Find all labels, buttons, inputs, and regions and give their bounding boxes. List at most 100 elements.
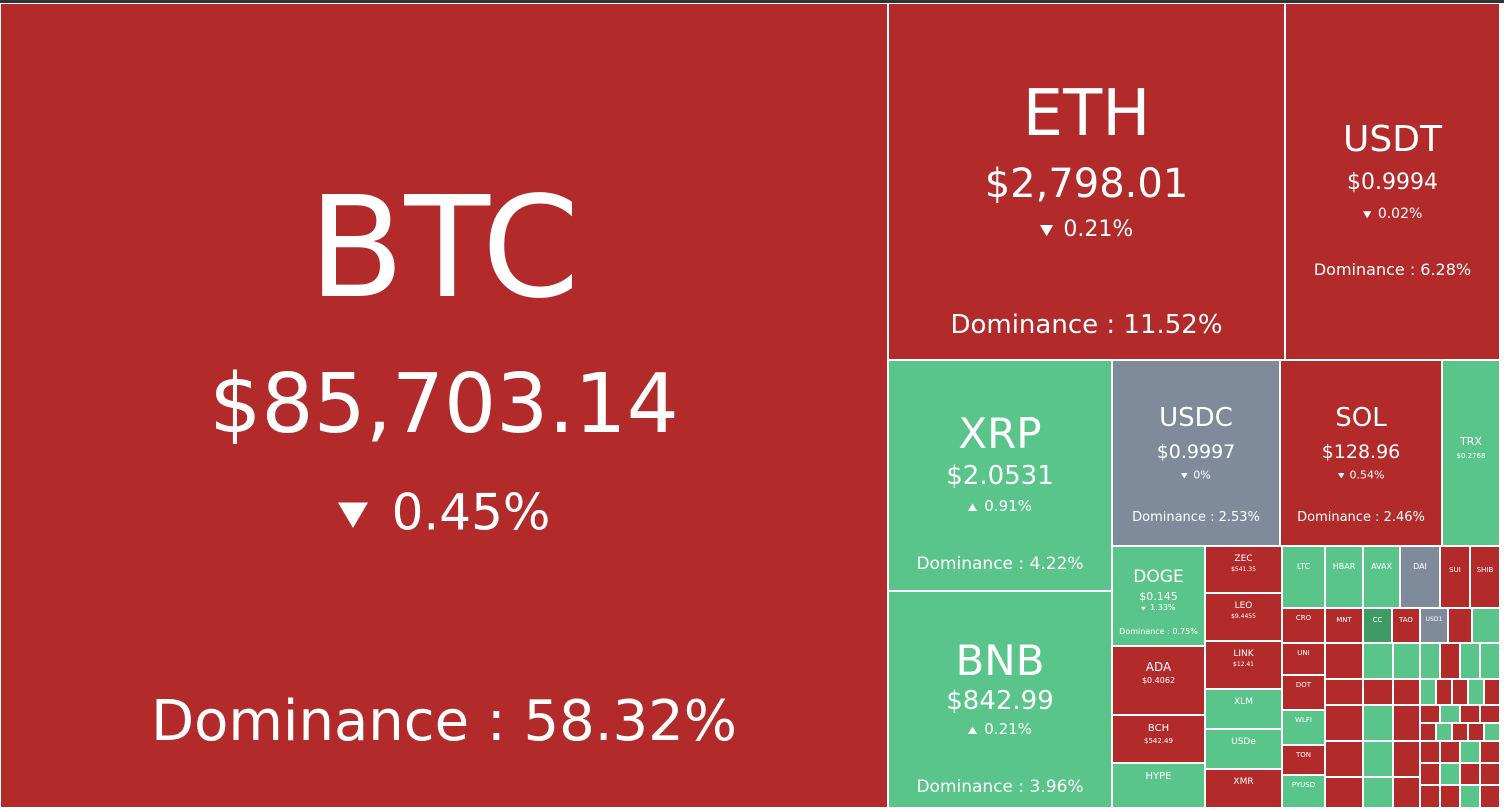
coin-price: $842.99 — [946, 686, 1054, 716]
change-arrow — [1362, 211, 1372, 219]
coin-symbol: BNB — [955, 636, 1045, 685]
small-tile — [1484, 679, 1500, 705]
coin-tile: CC — [1363, 608, 1392, 643]
small-tile — [1325, 705, 1363, 741]
coin-tile: BNB $842.99 0.21% Dominance : 3.96% — [888, 591, 1112, 808]
small-tile — [1460, 763, 1480, 785]
small-tile — [1420, 741, 1440, 763]
coin-price: $128.96 — [1321, 441, 1401, 463]
change-value: 0.02% — [1377, 206, 1423, 222]
change-value: 0.21% — [1063, 217, 1134, 242]
coin-symbol: ETH — [1022, 77, 1151, 151]
coin-symbol: TRX — [1460, 435, 1482, 448]
coin-symbol: BTC — [308, 167, 580, 330]
small-tile — [1420, 723, 1436, 741]
coin-symbol: XLM — [1234, 697, 1253, 707]
change-arrow — [968, 726, 978, 734]
small-tile — [1448, 608, 1472, 643]
small-tile — [1325, 777, 1363, 808]
coin-price: $85,703.14 — [209, 357, 679, 452]
coin-tile: LINK $12.41 — [1205, 641, 1282, 689]
coin-price: $12.41 — [1233, 661, 1254, 668]
small-tile — [1484, 723, 1500, 741]
coin-symbol: LTC — [1296, 562, 1311, 571]
small-tile — [1460, 705, 1480, 723]
price-change: 0.45% — [1, 484, 887, 538]
small-tile — [1393, 705, 1420, 741]
change-value: 0.45% — [391, 483, 551, 542]
coin-symbol: SHIB — [1476, 566, 1494, 574]
change-value: 1.33% — [1150, 603, 1176, 612]
coin-symbol: SUI — [1449, 566, 1461, 574]
price-change: 0.91% — [889, 499, 1111, 514]
small-tile — [1420, 679, 1436, 705]
coin-symbol: HYPE — [1145, 771, 1172, 782]
coin-symbol: TAO — [1399, 616, 1413, 624]
coin-tile: DOT — [1282, 675, 1325, 710]
coin-dominance: Dominance : 11.52% — [950, 310, 1223, 340]
coin-symbol: LEO — [1234, 601, 1253, 611]
coin-symbol: HBAR — [1332, 562, 1356, 571]
change-arrow — [1181, 472, 1188, 479]
change-arrow — [1039, 225, 1053, 237]
small-tile — [1468, 723, 1484, 741]
coin-dominance: Dominance : 2.53% — [1132, 510, 1260, 525]
coin-symbol: LINK — [1233, 649, 1254, 659]
coin-symbol: ADA — [1145, 660, 1172, 674]
small-tile — [1440, 705, 1460, 723]
small-tile — [1325, 643, 1363, 679]
small-tile — [1420, 705, 1440, 723]
coin-symbol: DAI — [1413, 562, 1427, 571]
coin-symbol: CRO — [1295, 614, 1312, 622]
coin-symbol: PYUSD — [1291, 781, 1316, 789]
coin-price: $9.4455 — [1231, 613, 1256, 620]
small-tile — [1393, 679, 1420, 705]
coin-tile: USDe — [1205, 729, 1282, 769]
coin-tile: TRX $0.2768 — [1442, 360, 1500, 546]
coin-tile: DOGE $0.145 1.33% Dominance : 0.75% — [1112, 546, 1205, 646]
change-arrow — [1141, 606, 1147, 611]
coin-tile: ZEC $541.35 — [1205, 546, 1282, 593]
small-tile — [1420, 763, 1440, 785]
small-tile — [1436, 679, 1452, 705]
small-tile — [1472, 608, 1500, 643]
change-value: 0.54% — [1349, 468, 1385, 482]
small-tile — [1363, 705, 1393, 741]
coin-tile: PYUSD — [1282, 775, 1325, 808]
small-tile — [1325, 741, 1363, 777]
coin-price: $0.9994 — [1347, 170, 1438, 195]
coin-tile: LTC — [1282, 546, 1325, 608]
change-arrow — [1337, 472, 1345, 479]
price-change: 1.33% — [1113, 604, 1204, 613]
small-tile — [1480, 763, 1500, 785]
coin-tile: MNT — [1325, 608, 1363, 643]
coin-tile: HBAR — [1325, 546, 1363, 608]
coin-tile: HYPE — [1112, 763, 1205, 808]
small-tile — [1420, 643, 1440, 679]
coin-symbol: ZEC — [1234, 554, 1253, 564]
coin-symbol: XMR — [1233, 777, 1254, 787]
change-value: 0.21% — [984, 720, 1032, 738]
price-change: 0.21% — [889, 722, 1111, 737]
coin-dominance: Dominance : 58.32% — [150, 689, 738, 754]
small-tile — [1480, 705, 1500, 723]
coin-symbol: WLFI — [1295, 716, 1312, 724]
coin-tile: USD1 — [1420, 608, 1448, 643]
coin-symbol: USD1 — [1425, 616, 1443, 623]
coin-tile: AVAX — [1363, 546, 1400, 608]
small-tile — [1436, 723, 1452, 741]
coin-tile: USDC $0.9997 0% Dominance : 2.53% — [1112, 360, 1280, 546]
coin-symbol: TON — [1295, 751, 1312, 759]
coin-tile: DAI — [1400, 546, 1440, 608]
small-tile — [1363, 679, 1393, 705]
coin-symbol: DOT — [1295, 681, 1312, 689]
small-tile — [1440, 643, 1460, 679]
small-tile — [1460, 643, 1480, 679]
coin-tile: TAO — [1392, 608, 1420, 643]
coin-price: $0.4062 — [1141, 676, 1176, 685]
coin-tile: SHIB — [1470, 546, 1500, 608]
coin-tile: USDT $0.9994 0.02% Dominance : 6.28% — [1285, 3, 1500, 360]
coin-price: $0.9997 — [1156, 441, 1236, 463]
small-tile — [1440, 741, 1460, 763]
